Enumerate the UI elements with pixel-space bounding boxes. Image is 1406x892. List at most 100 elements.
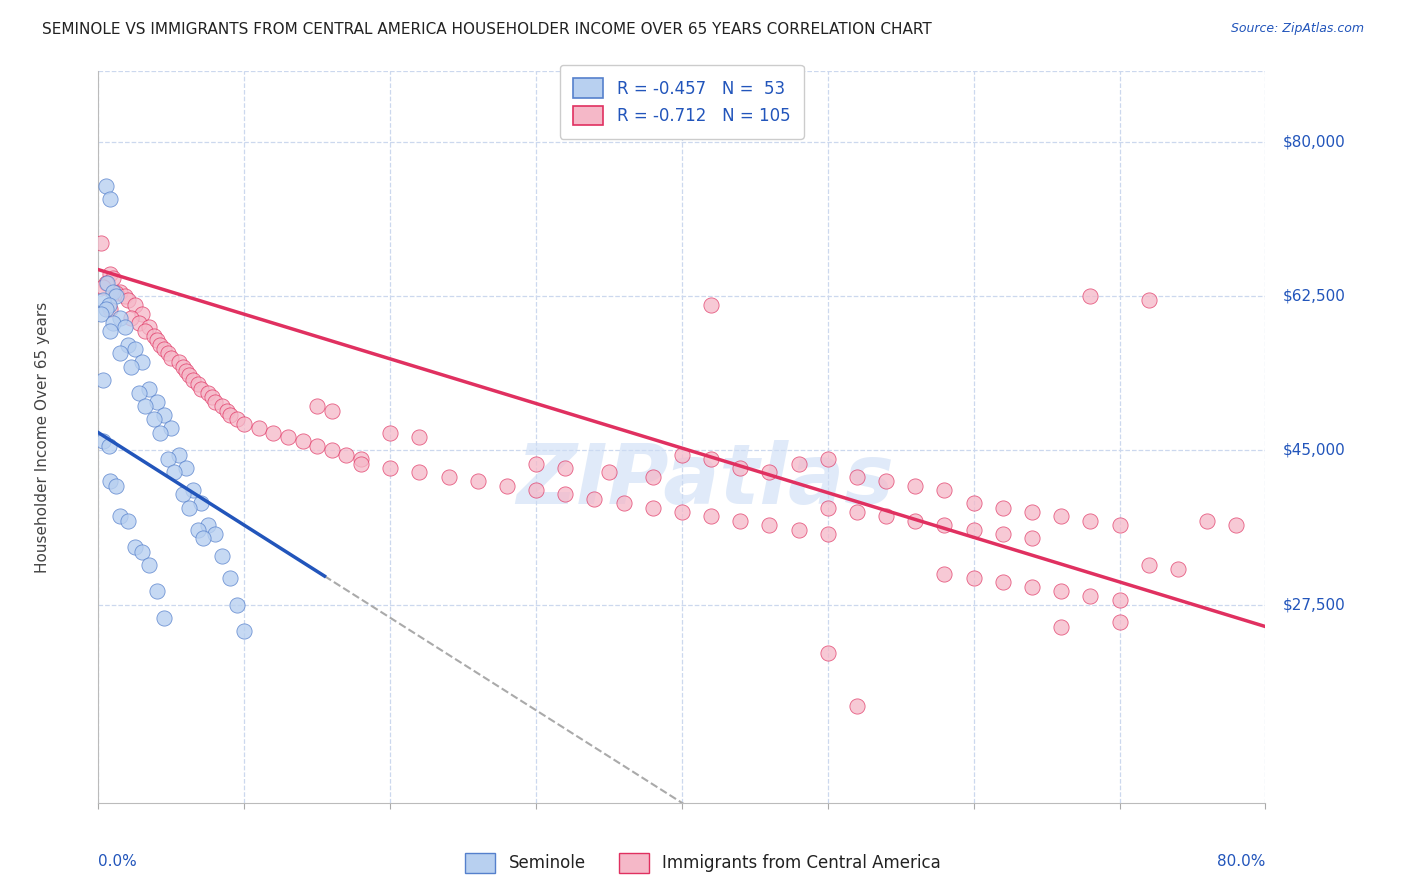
- Point: [730, 461, 752, 475]
- Point: [846, 505, 869, 519]
- Point: [124, 342, 146, 356]
- Point: [153, 342, 176, 356]
- Point: [131, 544, 153, 558]
- Point: [110, 285, 132, 299]
- Point: [91, 373, 114, 387]
- Point: [193, 532, 215, 546]
- Point: [1021, 505, 1043, 519]
- Point: [167, 355, 190, 369]
- Point: [307, 399, 329, 413]
- Point: [146, 584, 169, 599]
- Point: [163, 466, 186, 480]
- Point: [90, 307, 112, 321]
- Point: [1080, 514, 1102, 528]
- Point: [846, 469, 869, 483]
- Point: [1137, 558, 1160, 572]
- Point: [174, 461, 197, 475]
- Point: [991, 500, 1014, 515]
- Legend: Seminole, Immigrants from Central America: Seminole, Immigrants from Central Americ…: [458, 847, 948, 880]
- Point: [817, 646, 839, 660]
- Point: [1225, 518, 1247, 533]
- Point: [233, 624, 256, 638]
- Point: [408, 466, 430, 480]
- Point: [134, 324, 156, 338]
- Point: [124, 540, 146, 554]
- Point: [817, 500, 839, 515]
- Point: [991, 575, 1014, 590]
- Point: [167, 448, 190, 462]
- Point: [91, 293, 114, 308]
- Point: [700, 509, 723, 524]
- Point: [380, 461, 402, 475]
- Point: [1108, 615, 1130, 629]
- Point: [583, 491, 606, 506]
- Point: [671, 448, 693, 462]
- Point: [554, 487, 576, 501]
- Point: [408, 430, 430, 444]
- Point: [962, 523, 984, 537]
- Point: [211, 549, 233, 563]
- Point: [226, 412, 249, 426]
- Point: [671, 505, 693, 519]
- Point: [201, 391, 224, 405]
- Point: [110, 509, 132, 524]
- Point: [138, 558, 160, 572]
- Point: [134, 399, 156, 413]
- Text: ZIPatlas: ZIPatlas: [516, 441, 894, 522]
- Point: [524, 483, 547, 497]
- Point: [142, 412, 165, 426]
- Point: [1108, 518, 1130, 533]
- Point: [177, 500, 200, 515]
- Point: [934, 483, 956, 497]
- Point: [153, 611, 176, 625]
- Point: [641, 500, 664, 515]
- Point: [787, 457, 810, 471]
- Point: [350, 452, 373, 467]
- Point: [962, 571, 984, 585]
- Point: [90, 236, 112, 251]
- Point: [131, 355, 153, 369]
- Point: [335, 448, 357, 462]
- Point: [204, 527, 226, 541]
- Point: [233, 417, 256, 431]
- Text: Source: ZipAtlas.com: Source: ZipAtlas.com: [1230, 22, 1364, 36]
- Point: [117, 293, 139, 308]
- Point: [1021, 532, 1043, 546]
- Point: [190, 496, 212, 510]
- Point: [875, 509, 897, 524]
- Point: [247, 421, 270, 435]
- Point: [307, 439, 329, 453]
- Point: [97, 298, 120, 312]
- Point: [110, 346, 132, 360]
- Point: [128, 386, 150, 401]
- Point: [262, 425, 284, 440]
- Point: [94, 276, 117, 290]
- Text: Householder Income Over 65 years: Householder Income Over 65 years: [35, 301, 49, 573]
- Point: [114, 320, 136, 334]
- Point: [218, 408, 240, 422]
- Point: [904, 478, 927, 492]
- Point: [110, 311, 132, 326]
- Point: [157, 346, 180, 360]
- Point: [758, 466, 780, 480]
- Text: 80.0%: 80.0%: [1218, 854, 1265, 869]
- Point: [96, 276, 118, 290]
- Point: [138, 382, 160, 396]
- Point: [1050, 584, 1073, 599]
- Point: [641, 469, 664, 483]
- Point: [172, 359, 194, 374]
- Point: [98, 192, 121, 206]
- Point: [181, 373, 204, 387]
- Point: [104, 289, 127, 303]
- Point: [146, 333, 169, 347]
- Point: [321, 403, 343, 417]
- Point: [962, 496, 984, 510]
- Point: [1080, 289, 1102, 303]
- Point: [700, 452, 723, 467]
- Point: [934, 566, 956, 581]
- Point: [1195, 514, 1218, 528]
- Point: [1137, 293, 1160, 308]
- Text: SEMINOLE VS IMMIGRANTS FROM CENTRAL AMERICA HOUSEHOLDER INCOME OVER 65 YEARS COR: SEMINOLE VS IMMIGRANTS FROM CENTRAL AMER…: [42, 22, 932, 37]
- Point: [101, 316, 124, 330]
- Point: [700, 298, 723, 312]
